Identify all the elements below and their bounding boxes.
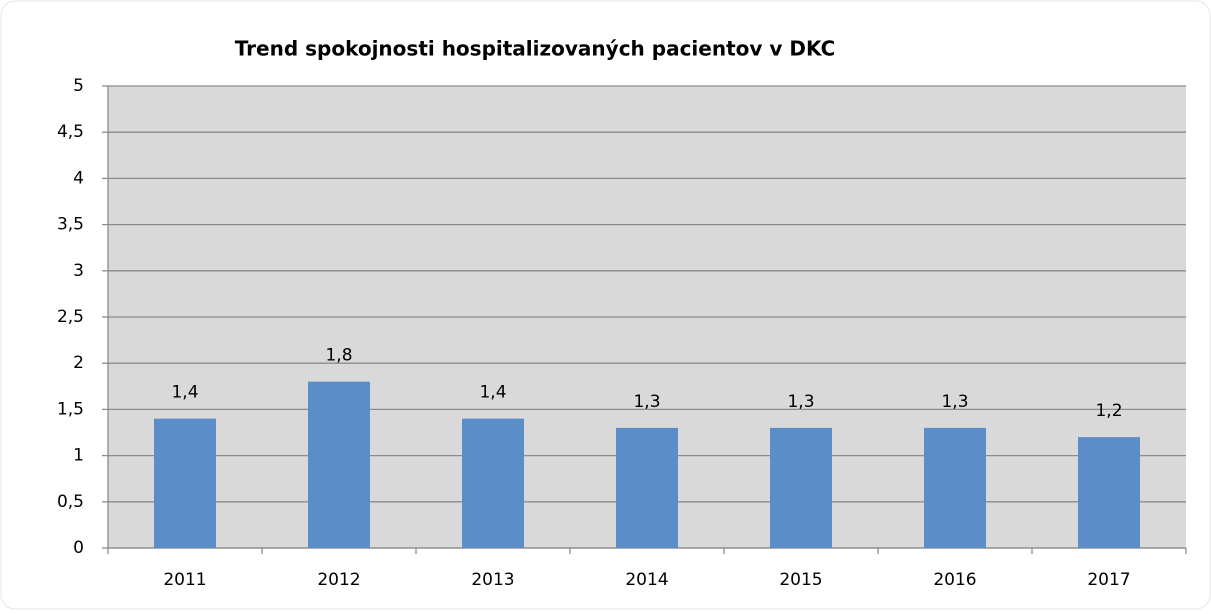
x-tick-label: 2016 <box>933 570 976 590</box>
bar <box>616 427 678 548</box>
bar <box>462 418 524 548</box>
bar <box>770 427 832 548</box>
y-tick-label: 1,5 <box>57 399 84 419</box>
y-tick-label: 0,5 <box>57 492 84 512</box>
x-tick-label: 2017 <box>1087 570 1130 590</box>
y-tick-label: 4 <box>73 168 84 188</box>
bar <box>1078 437 1140 548</box>
value-label: 1,8 <box>325 346 352 366</box>
y-tick-label: 3,5 <box>57 215 84 235</box>
x-tick-label: 2012 <box>317 570 360 590</box>
value-label: 1,2 <box>1095 401 1122 421</box>
y-tick-label: 4,5 <box>57 122 84 142</box>
y-tick-label: 3 <box>73 261 84 281</box>
bar <box>924 427 986 548</box>
x-tick-label: 2014 <box>625 570 668 590</box>
chart-title: Trend spokojnosti hospitalizovaných paci… <box>235 37 836 61</box>
y-tick-label: 2 <box>73 353 84 373</box>
y-tick-label: 2,5 <box>57 307 84 327</box>
x-tick-label: 2015 <box>779 570 822 590</box>
value-label: 1,3 <box>633 392 660 412</box>
y-tick-label: 0 <box>73 538 84 558</box>
value-label: 1,4 <box>171 383 198 403</box>
y-tick-label: 1 <box>73 446 84 466</box>
y-tick-label: 5 <box>73 76 84 96</box>
bar <box>308 381 370 548</box>
value-label: 1,3 <box>787 392 814 412</box>
bar <box>154 418 216 548</box>
value-label: 1,4 <box>479 383 506 403</box>
x-tick-label: 2011 <box>163 570 206 590</box>
x-tick-label: 2013 <box>471 570 514 590</box>
value-label: 1,3 <box>941 392 968 412</box>
